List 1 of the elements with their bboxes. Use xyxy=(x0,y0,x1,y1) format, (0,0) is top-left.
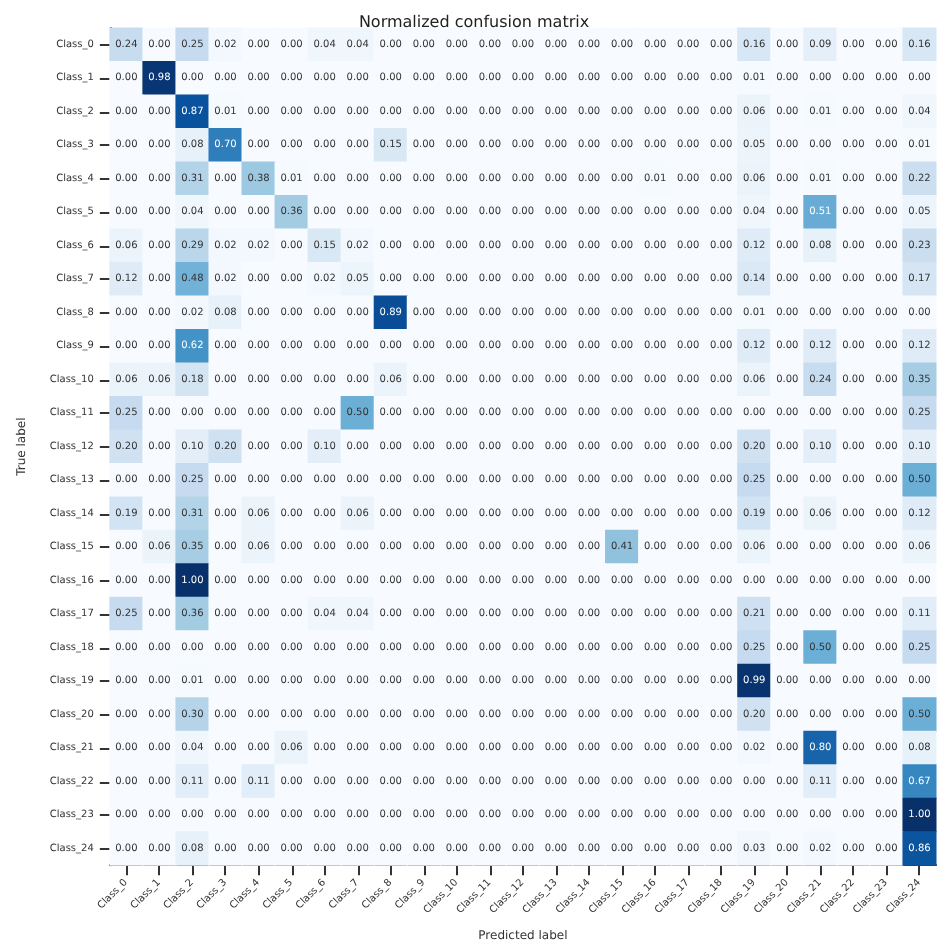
chart-title: Normalized confusion matrix xyxy=(358,13,590,31)
